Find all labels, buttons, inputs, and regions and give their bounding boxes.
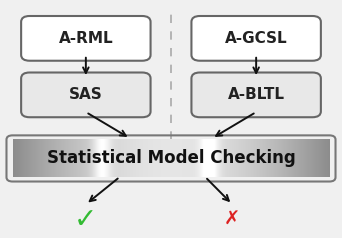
Text: ✓: ✓ <box>74 206 97 234</box>
Text: A-RML: A-RML <box>58 31 113 46</box>
FancyBboxPatch shape <box>192 73 321 117</box>
Text: SAS: SAS <box>69 87 103 102</box>
Text: A-BLTL: A-BLTL <box>228 87 285 102</box>
Text: A-GCSL: A-GCSL <box>225 31 288 46</box>
Text: ✗: ✗ <box>224 210 240 229</box>
FancyBboxPatch shape <box>21 73 150 117</box>
Text: Statistical Model Checking: Statistical Model Checking <box>47 149 295 168</box>
FancyBboxPatch shape <box>21 16 150 61</box>
FancyBboxPatch shape <box>192 16 321 61</box>
